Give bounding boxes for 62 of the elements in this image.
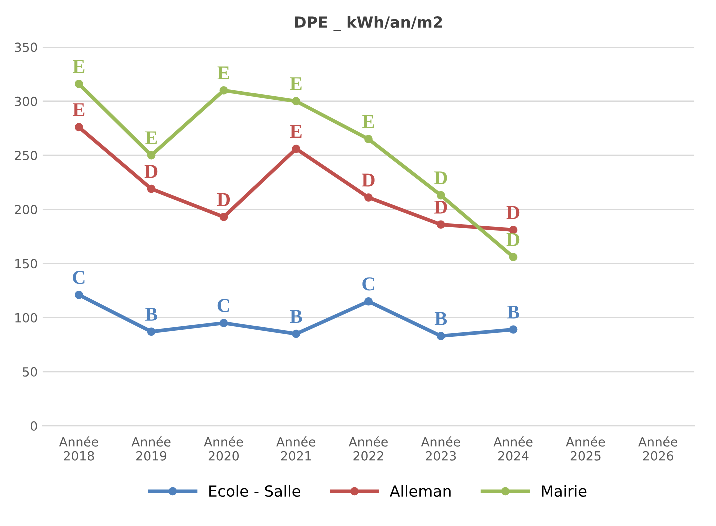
- data-label: C: [362, 278, 374, 291]
- data-label: D: [217, 193, 230, 206]
- point: [147, 151, 156, 160]
- data-label: B: [290, 310, 302, 324]
- y-tick-label: 100: [16, 313, 38, 323]
- point: [292, 330, 301, 338]
- x-tick-label: Année 2018: [59, 436, 98, 461]
- data-label: D: [144, 165, 158, 178]
- data-label: E: [218, 66, 230, 80]
- point: [436, 332, 446, 340]
- point: [220, 86, 228, 95]
- y-tick-label: 300: [15, 96, 38, 106]
- x-tick-label: Année 2026: [638, 436, 678, 461]
- data-label: B: [507, 306, 520, 319]
- data-label: D: [434, 200, 448, 214]
- data-label: D: [506, 206, 520, 220]
- point: [292, 97, 301, 106]
- point: [74, 123, 84, 132]
- data-label: E: [362, 115, 374, 128]
- legend-label: Alleman: [390, 485, 451, 498]
- point: [364, 297, 373, 306]
- data-label: B: [434, 312, 448, 326]
- data-label: E: [290, 78, 302, 90]
- point: [292, 144, 301, 154]
- point: [436, 191, 446, 200]
- data-label: D: [434, 172, 448, 185]
- chart-title: DPE _ kWh/an/m2: [295, 16, 442, 32]
- data-label: E: [73, 60, 85, 74]
- y-tick-label: 0: [30, 422, 38, 431]
- data-label: E: [290, 125, 302, 138]
- y-tick-label: 250: [15, 151, 38, 160]
- point: [220, 319, 228, 328]
- x-tick-label: Année 2023: [421, 436, 460, 461]
- data-label: C: [218, 299, 230, 312]
- x-tick-label: Année 2019: [132, 436, 171, 461]
- x-tick-label: Année 2025: [566, 436, 606, 461]
- point: [74, 80, 84, 88]
- legend-label: Mairie: [542, 485, 587, 498]
- point: [220, 213, 228, 222]
- x-tick-label: Année 2021: [276, 436, 316, 461]
- point: [436, 220, 446, 229]
- point: [147, 328, 156, 336]
- y-tick-label: 350: [15, 42, 38, 52]
- y-tick-label: 50: [23, 367, 38, 377]
- x-tick-label: Année 2020: [204, 436, 244, 461]
- point: [147, 184, 156, 194]
- point: [509, 253, 518, 262]
- point: [74, 290, 84, 300]
- data-label: D: [506, 233, 520, 246]
- data-label: C: [73, 271, 85, 284]
- data-label: B: [145, 308, 158, 321]
- point: [364, 194, 373, 202]
- x-tick-label: Année 2024: [494, 436, 533, 461]
- point: [364, 135, 373, 144]
- data-label: E: [145, 132, 158, 144]
- y-tick-label: 150: [16, 259, 38, 269]
- point: [509, 326, 518, 334]
- x-tick-label: Année 2022: [348, 436, 388, 461]
- legend-label: Ecole - Salle: [210, 485, 300, 498]
- y-tick-label: 200: [15, 205, 38, 215]
- data-label: E: [73, 104, 85, 116]
- data-label: D: [362, 174, 375, 187]
